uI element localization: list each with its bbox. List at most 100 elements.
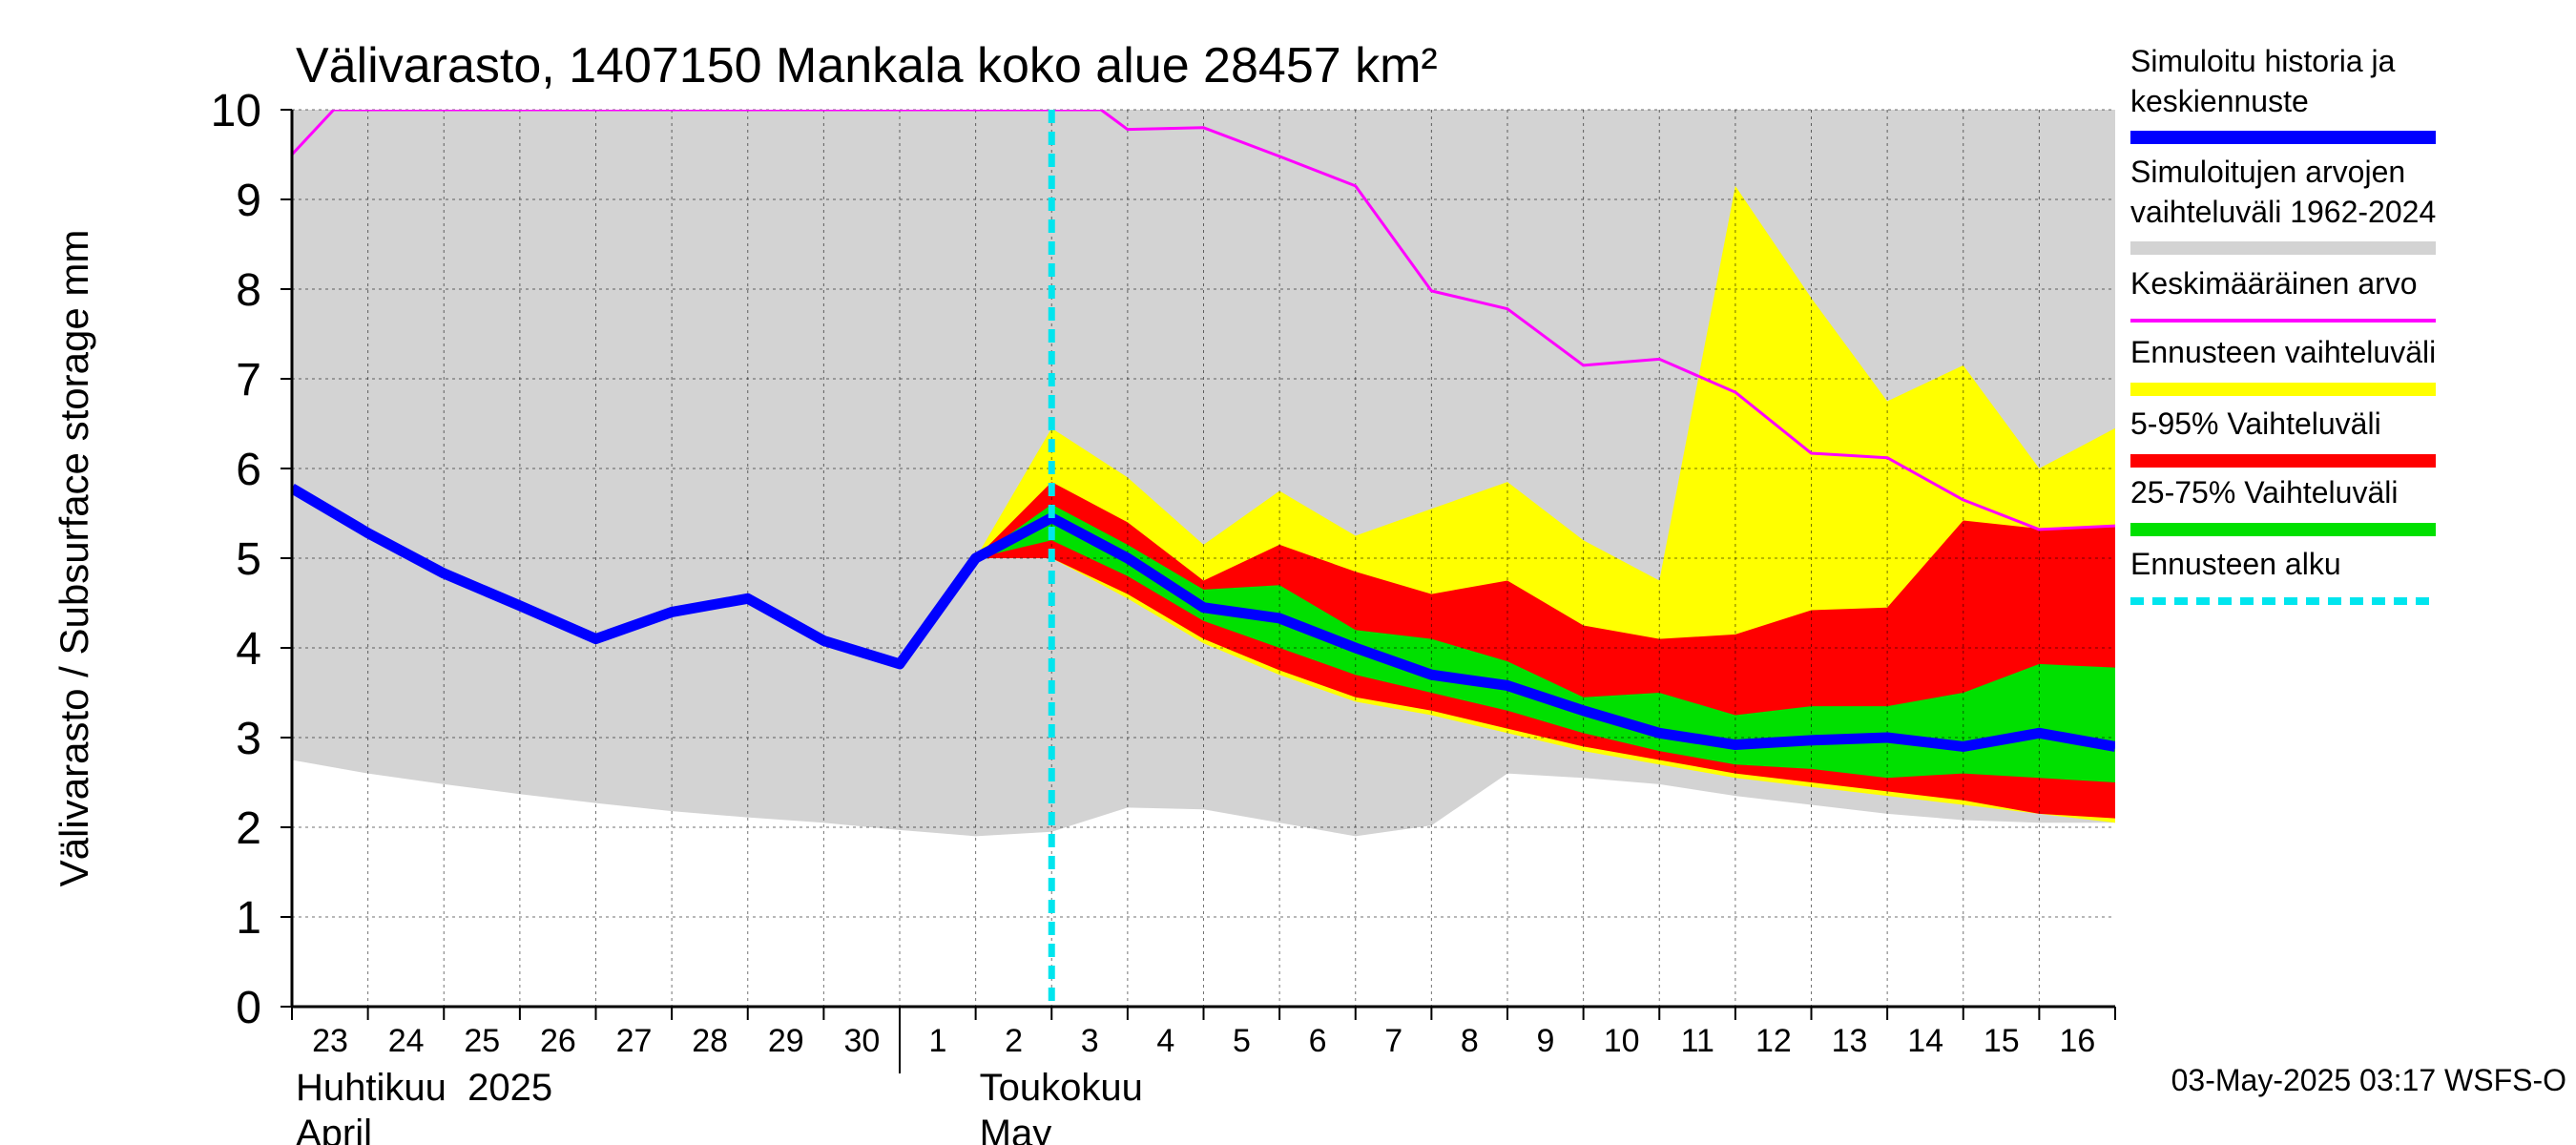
legend-label: 5-95% Vaihteluväli <box>2130 406 2381 441</box>
y-tick-label: 8 <box>236 265 261 316</box>
x-tick-label: 5 <box>1233 1023 1251 1059</box>
data-point <box>1658 358 1661 361</box>
legend-item: Keskimääräinen arvo <box>2130 266 2436 323</box>
x-tick-label: 28 <box>692 1023 728 1059</box>
x-tick-label: 8 <box>1461 1023 1479 1059</box>
legend: Simuloitu historia ja keskiennusteSimuloi… <box>2130 44 2436 605</box>
data-point <box>1885 736 1890 739</box>
y-tick-label: 4 <box>236 624 261 675</box>
data-point <box>1125 556 1130 560</box>
y-tick-label: 9 <box>236 176 261 226</box>
x-tick-label: 1 <box>929 1023 947 1059</box>
data-point <box>2038 528 2041 531</box>
data-point <box>1657 731 1662 736</box>
y-tick-label: 7 <box>236 355 261 406</box>
x-tick-label: 9 <box>1537 1023 1555 1059</box>
x-tick-label: 11 <box>1681 1023 1714 1059</box>
y-tick-label: 0 <box>236 983 261 1033</box>
x-tick-label: 16 <box>2059 1023 2095 1059</box>
data-point <box>1733 742 1737 747</box>
data-point <box>1734 391 1736 394</box>
x-tick-label: 14 <box>1907 1023 1943 1059</box>
data-point <box>1201 605 1206 610</box>
data-point <box>593 636 598 641</box>
data-point <box>821 638 826 643</box>
x-tick-label: 30 <box>843 1023 880 1059</box>
legend-label-line: Simuloitu historia ja <box>2130 44 2396 78</box>
data-point <box>2037 731 2042 736</box>
legend-label-line: vaihteluväli 1962-2024 <box>2130 195 2436 229</box>
data-point <box>1126 128 1129 131</box>
data-point <box>1961 744 1965 749</box>
data-point <box>1100 110 1103 111</box>
data-point <box>1429 673 1434 677</box>
data-point <box>2114 525 2115 528</box>
data-point <box>1506 307 1508 310</box>
line-layer <box>292 110 2115 752</box>
y-tick-label: 10 <box>211 86 261 136</box>
data-point <box>332 110 335 111</box>
legend-item: Simuloitujen arvojen vaihteluväli 1962-20… <box>2130 155 2436 255</box>
data-point <box>365 531 370 535</box>
band-25-75-vaihteluv-li <box>975 504 2115 782</box>
x-tick-label: 13 <box>1832 1023 1868 1059</box>
x-tick-label: 27 <box>616 1023 653 1059</box>
x-tick-label: 23 <box>312 1023 348 1059</box>
legend-label: Simuloitujen arvojen vaihteluväli 1962-20… <box>2130 155 2436 229</box>
data-point <box>1581 708 1586 713</box>
data-point <box>670 610 675 614</box>
data-point <box>898 661 902 666</box>
x-tick-label: 24 <box>388 1023 425 1059</box>
y-tick-label: 2 <box>236 803 261 854</box>
data-point <box>973 556 978 560</box>
y-tick-label: 6 <box>236 445 261 495</box>
data-point <box>1810 452 1813 455</box>
month-label-fi: Huhtikuu 2025 <box>296 1067 552 1109</box>
legend-label: 25-75% Vaihteluväli <box>2130 475 2398 510</box>
footer-timestamp: 03-May-2025 03:17 WSFS-O <box>2171 1063 2566 1097</box>
legend-item: Ennusteen alku <box>2130 547 2436 605</box>
x-tick-label: 2 <box>1005 1023 1023 1059</box>
data-point <box>1278 615 1282 620</box>
x-tick-label: 6 <box>1309 1023 1327 1059</box>
data-point <box>1886 456 1889 459</box>
x-tick-label: 25 <box>464 1023 500 1059</box>
legend-label-line: Simuloitujen arvojen <box>2130 155 2405 189</box>
data-point <box>1809 738 1814 742</box>
data-point <box>2113 744 2115 749</box>
data-point <box>1202 126 1205 129</box>
month-label-en: May <box>980 1113 1052 1145</box>
month-label-fi: Toukokuu <box>980 1067 1143 1109</box>
legend-label-line: keskiennuste <box>2130 84 2309 118</box>
data-point <box>1582 364 1585 366</box>
legend-label: Ennusteen alku <box>2130 547 2341 581</box>
data-point <box>1278 155 1281 157</box>
x-tick-label: 10 <box>1604 1023 1640 1059</box>
legend-label: Ennusteen vaihteluväli <box>2130 335 2436 369</box>
y-tick-label: 5 <box>236 534 261 585</box>
x-tick-label: 12 <box>1755 1023 1792 1059</box>
legend-item: Simuloitu historia ja keskiennuste <box>2130 44 2436 144</box>
data-point <box>1962 498 1964 501</box>
y-tick-label: 1 <box>236 893 261 944</box>
x-tick-label: 3 <box>1081 1023 1099 1059</box>
legend-item: 25-75% Vaihteluväli <box>2130 475 2436 536</box>
data-point <box>442 571 447 575</box>
legend-label: Keskimääräinen arvo <box>2130 266 2418 301</box>
legend-item: 5-95% Vaihteluväli <box>2130 406 2436 468</box>
data-point <box>1506 683 1509 688</box>
x-tick-label: 26 <box>540 1023 576 1059</box>
y-axis-label: Välivarasto / Subsurface storage mm <box>52 230 96 887</box>
x-tick-label: 7 <box>1384 1023 1402 1059</box>
x-tick-label: 4 <box>1156 1023 1174 1059</box>
data-point <box>1354 184 1357 187</box>
x-tick-label: 29 <box>768 1023 804 1059</box>
data-point <box>1353 646 1358 650</box>
data-point <box>745 596 750 601</box>
legend-item: Ennusteen vaihteluväli <box>2130 335 2436 396</box>
month-label-en: April <box>296 1113 372 1145</box>
legend-label: Simuloitu historia ja keskiennuste <box>2130 44 2396 118</box>
y-tick-label: 3 <box>236 714 261 764</box>
